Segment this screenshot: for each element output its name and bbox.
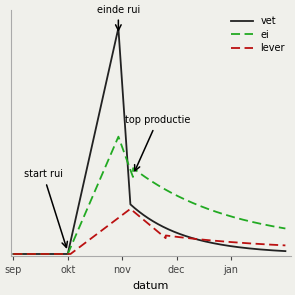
Text: einde rui: einde rui	[97, 4, 140, 30]
Legend: vet, ei, lever: vet, ei, lever	[227, 12, 289, 57]
Text: top productie: top productie	[125, 115, 190, 171]
Text: start rui: start rui	[24, 169, 67, 248]
X-axis label: datum: datum	[132, 281, 169, 291]
